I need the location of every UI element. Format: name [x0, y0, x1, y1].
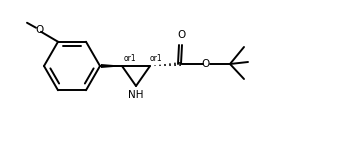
- Text: O: O: [35, 25, 43, 35]
- Text: O: O: [177, 30, 185, 40]
- Text: NH: NH: [128, 90, 144, 100]
- Polygon shape: [101, 64, 122, 68]
- Text: or1: or1: [124, 54, 137, 63]
- Text: O: O: [201, 59, 209, 69]
- Text: or1: or1: [150, 54, 163, 63]
